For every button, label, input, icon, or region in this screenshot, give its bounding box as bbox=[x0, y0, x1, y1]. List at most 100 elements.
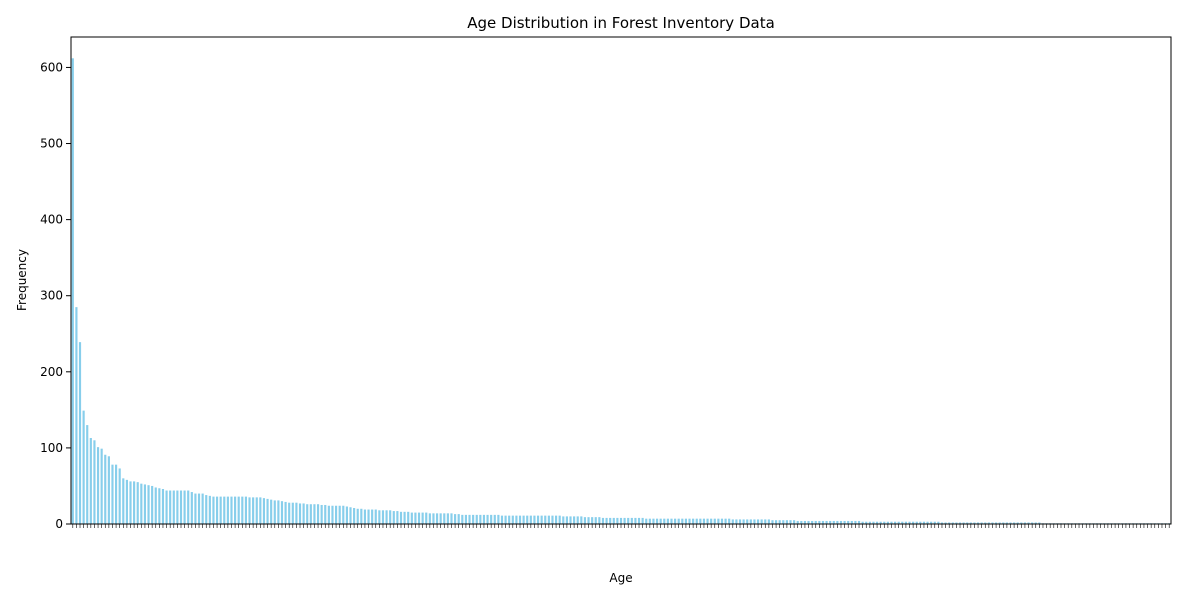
bar bbox=[136, 482, 139, 524]
bars-group bbox=[71, 58, 1171, 525]
bar bbox=[551, 515, 554, 524]
bar bbox=[331, 505, 334, 524]
bar bbox=[234, 496, 237, 524]
bar bbox=[190, 492, 193, 524]
bar bbox=[558, 515, 561, 524]
bar bbox=[746, 519, 749, 524]
bar bbox=[183, 490, 186, 524]
bar bbox=[879, 521, 882, 524]
bar bbox=[533, 515, 536, 524]
bar bbox=[522, 515, 525, 524]
bar bbox=[403, 511, 406, 524]
bar bbox=[338, 505, 341, 524]
bar bbox=[425, 512, 428, 524]
bar bbox=[926, 521, 929, 524]
y-axis: 0 100 200 300 400 500 600 bbox=[40, 60, 71, 531]
bar bbox=[529, 515, 532, 524]
bar bbox=[789, 520, 792, 524]
bar bbox=[569, 516, 572, 524]
bar bbox=[252, 497, 255, 524]
bar bbox=[306, 504, 309, 524]
y-tick-label: 500 bbox=[40, 137, 63, 151]
bar bbox=[457, 514, 460, 524]
y-tick-label: 100 bbox=[40, 441, 63, 455]
y-tick-label: 300 bbox=[40, 289, 63, 303]
bar bbox=[933, 521, 936, 524]
bar bbox=[1020, 522, 1023, 524]
bar bbox=[987, 522, 990, 524]
bar bbox=[284, 501, 287, 524]
bar bbox=[78, 342, 82, 524]
bar bbox=[648, 518, 651, 524]
bar bbox=[461, 514, 464, 524]
bar bbox=[818, 520, 821, 524]
bar bbox=[475, 514, 478, 524]
bar bbox=[75, 307, 78, 524]
bar bbox=[731, 519, 734, 524]
bar bbox=[976, 522, 980, 524]
bar bbox=[356, 508, 359, 524]
bar bbox=[821, 520, 825, 524]
bar bbox=[609, 517, 612, 524]
bar bbox=[1005, 522, 1008, 524]
bar bbox=[237, 496, 240, 524]
bar bbox=[796, 520, 799, 524]
y-tick-label: 0 bbox=[55, 517, 63, 531]
bar bbox=[688, 518, 691, 524]
bar bbox=[655, 518, 659, 524]
bar bbox=[793, 520, 796, 524]
bar bbox=[363, 509, 367, 524]
bar bbox=[248, 497, 251, 524]
bar bbox=[1038, 522, 1041, 524]
bar bbox=[432, 513, 435, 524]
bar bbox=[396, 511, 399, 524]
bar bbox=[277, 500, 280, 524]
bar bbox=[122, 478, 125, 524]
bar bbox=[446, 513, 449, 524]
x-axis bbox=[72, 524, 1170, 528]
bar bbox=[472, 514, 475, 524]
bar bbox=[1013, 522, 1016, 524]
bar bbox=[778, 520, 781, 524]
bar bbox=[151, 485, 154, 524]
bar bbox=[634, 517, 637, 524]
bar bbox=[616, 517, 619, 524]
bar bbox=[944, 522, 947, 524]
bar bbox=[724, 518, 727, 524]
bar bbox=[627, 517, 630, 524]
bar bbox=[919, 521, 922, 524]
bar bbox=[706, 518, 709, 524]
bar bbox=[1009, 522, 1012, 524]
bar bbox=[298, 503, 302, 524]
bar bbox=[482, 514, 486, 524]
bar bbox=[169, 490, 172, 524]
bar bbox=[526, 515, 529, 524]
bar bbox=[738, 519, 742, 524]
bar bbox=[612, 517, 615, 524]
bar bbox=[995, 522, 998, 524]
bar bbox=[133, 481, 136, 524]
bar bbox=[962, 522, 965, 524]
bar bbox=[1027, 522, 1030, 524]
bar bbox=[165, 490, 168, 524]
bar bbox=[847, 520, 850, 524]
bar bbox=[288, 502, 291, 524]
bar bbox=[111, 464, 114, 524]
bar bbox=[115, 464, 118, 524]
bar bbox=[71, 58, 74, 525]
bar bbox=[223, 496, 226, 524]
bar bbox=[674, 518, 677, 524]
bar bbox=[226, 496, 229, 524]
bar bbox=[1034, 522, 1037, 524]
bar bbox=[677, 518, 680, 524]
bar bbox=[587, 517, 590, 524]
bar bbox=[349, 507, 352, 524]
bar bbox=[125, 479, 128, 524]
bar bbox=[576, 516, 579, 524]
bar bbox=[468, 514, 471, 524]
bar bbox=[562, 516, 565, 524]
bar bbox=[392, 511, 395, 524]
bar bbox=[684, 518, 687, 524]
bar bbox=[241, 496, 244, 524]
bar bbox=[922, 521, 926, 524]
